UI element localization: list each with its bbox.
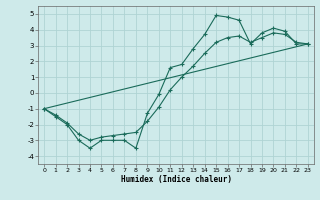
X-axis label: Humidex (Indice chaleur): Humidex (Indice chaleur): [121, 175, 231, 184]
